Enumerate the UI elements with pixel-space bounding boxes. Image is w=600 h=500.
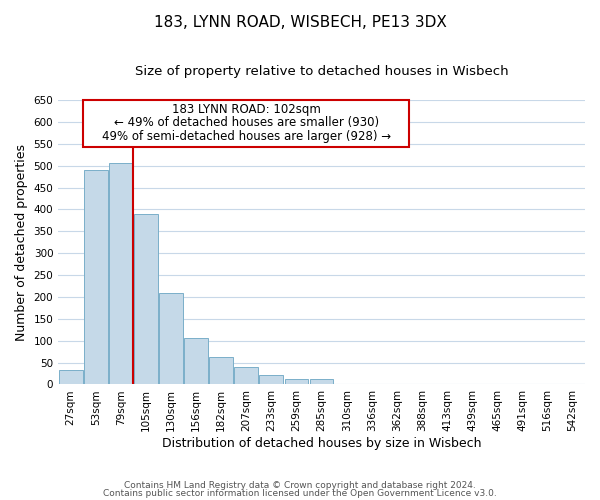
Bar <box>134 214 158 384</box>
Text: ← 49% of detached houses are smaller (930): ← 49% of detached houses are smaller (93… <box>114 116 379 129</box>
Bar <box>259 375 283 384</box>
Bar <box>159 294 183 384</box>
Text: 49% of semi-detached houses are larger (928) →: 49% of semi-detached houses are larger (… <box>102 130 391 142</box>
Bar <box>84 170 108 384</box>
X-axis label: Distribution of detached houses by size in Wisbech: Distribution of detached houses by size … <box>162 437 481 450</box>
Title: Size of property relative to detached houses in Wisbech: Size of property relative to detached ho… <box>135 65 508 78</box>
Y-axis label: Number of detached properties: Number of detached properties <box>15 144 28 340</box>
Bar <box>184 338 208 384</box>
Text: Contains HM Land Registry data © Crown copyright and database right 2024.: Contains HM Land Registry data © Crown c… <box>124 481 476 490</box>
Text: 183 LYNN ROAD: 102sqm: 183 LYNN ROAD: 102sqm <box>172 103 321 116</box>
Text: 183, LYNN ROAD, WISBECH, PE13 3DX: 183, LYNN ROAD, WISBECH, PE13 3DX <box>154 15 446 30</box>
FancyBboxPatch shape <box>83 100 409 147</box>
Bar <box>235 367 258 384</box>
Bar <box>59 370 83 384</box>
Bar <box>109 164 133 384</box>
Bar <box>284 379 308 384</box>
Text: Contains public sector information licensed under the Open Government Licence v3: Contains public sector information licen… <box>103 488 497 498</box>
Bar <box>310 379 334 384</box>
Bar <box>209 358 233 384</box>
